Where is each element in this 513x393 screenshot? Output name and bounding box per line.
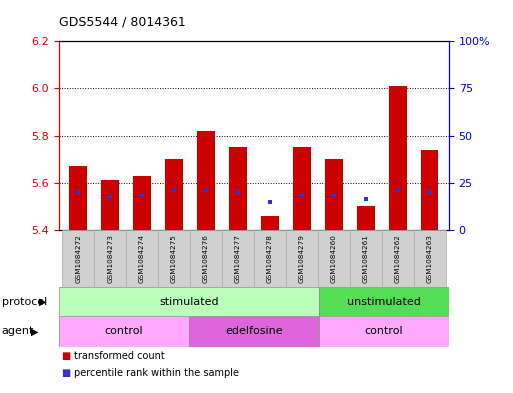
Text: GSM1084262: GSM1084262 [394, 234, 401, 283]
Text: GSM1084272: GSM1084272 [75, 234, 81, 283]
Text: protocol: protocol [2, 297, 47, 307]
Bar [413, 230, 446, 287]
Bar [69, 166, 87, 230]
Text: GSM1084277: GSM1084277 [235, 234, 241, 283]
Text: edelfosine: edelfosine [225, 327, 283, 336]
Text: GSM1084274: GSM1084274 [139, 234, 145, 283]
Bar [59, 287, 319, 316]
Text: ■: ■ [62, 368, 71, 378]
Bar [318, 230, 350, 287]
Bar [102, 180, 119, 230]
Bar [94, 230, 126, 287]
Text: ■: ■ [62, 351, 71, 361]
Bar [286, 230, 318, 287]
Text: stimulated: stimulated [159, 297, 219, 307]
Text: GDS5544 / 8014361: GDS5544 / 8014361 [59, 15, 186, 28]
Bar [189, 316, 319, 347]
Text: GSM1084276: GSM1084276 [203, 234, 209, 283]
Bar [197, 131, 215, 230]
Text: GSM1084260: GSM1084260 [331, 234, 337, 283]
Bar [261, 216, 279, 230]
Bar [350, 230, 382, 287]
Bar [59, 316, 189, 347]
Text: GSM1084273: GSM1084273 [107, 234, 113, 283]
Bar [190, 230, 222, 287]
Bar [158, 230, 190, 287]
Text: GSM1084275: GSM1084275 [171, 234, 177, 283]
Bar [421, 150, 439, 230]
Text: control: control [365, 327, 403, 336]
Text: agent: agent [2, 327, 34, 336]
Bar [133, 176, 151, 230]
Bar [222, 230, 254, 287]
Bar [389, 86, 406, 230]
Bar [319, 316, 449, 347]
Bar [165, 159, 183, 230]
Text: unstimulated: unstimulated [347, 297, 421, 307]
Bar [325, 159, 343, 230]
Text: ▶: ▶ [31, 327, 38, 336]
Bar [126, 230, 158, 287]
Text: GSM1084263: GSM1084263 [427, 234, 432, 283]
Text: percentile rank within the sample: percentile rank within the sample [74, 368, 240, 378]
Bar [357, 206, 374, 230]
Bar [319, 287, 449, 316]
Text: GSM1084279: GSM1084279 [299, 234, 305, 283]
Bar [229, 147, 247, 230]
Text: GSM1084278: GSM1084278 [267, 234, 273, 283]
Text: transformed count: transformed count [74, 351, 165, 361]
Text: GSM1084261: GSM1084261 [363, 234, 369, 283]
Bar [293, 147, 311, 230]
Bar [254, 230, 286, 287]
Bar [382, 230, 413, 287]
Text: control: control [105, 327, 143, 336]
Text: ▶: ▶ [39, 297, 47, 307]
Bar [62, 230, 94, 287]
